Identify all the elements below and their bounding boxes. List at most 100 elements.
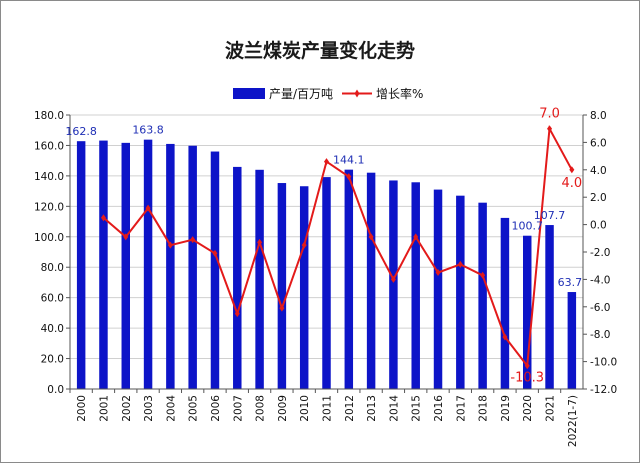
bar <box>166 143 175 389</box>
x-tick-label: 2019 <box>500 395 512 422</box>
bar <box>523 235 532 389</box>
x-tick-label: 2016 <box>433 395 445 422</box>
left-tick-label: 0.0 <box>47 384 64 396</box>
bar <box>567 292 577 389</box>
bar <box>255 169 264 389</box>
bar <box>478 202 487 389</box>
right-tick-label: 4.0 <box>590 165 607 177</box>
line-point <box>569 166 575 174</box>
x-tick-label: 2018 <box>478 395 490 422</box>
left-tick-label: 80.0 <box>41 262 64 274</box>
legend-line-marker <box>354 89 360 98</box>
bar-data-label: 63.7 <box>558 276 583 289</box>
line-data-label: -10.3 <box>510 371 544 386</box>
line-point <box>257 238 263 246</box>
bar-series <box>76 139 577 389</box>
bar <box>344 169 354 389</box>
left-tick-label: 140.0 <box>34 171 64 183</box>
right-tick-label: 2.0 <box>590 192 607 204</box>
line-point <box>234 310 240 318</box>
x-tick-label: 2009 <box>277 395 289 422</box>
bar <box>233 166 242 389</box>
right-tick-label: -8.0 <box>590 329 611 341</box>
legend-bar-swatch <box>233 88 265 99</box>
x-tick-label: 2000 <box>76 395 88 422</box>
line-point <box>212 249 218 257</box>
line-point <box>301 241 307 249</box>
left-tick-label: 160.0 <box>34 140 64 152</box>
line-point <box>100 214 106 222</box>
line-point <box>502 333 508 341</box>
left-tick-label: 20.0 <box>41 354 64 366</box>
axes: 0.0 20.0 40.0 60.0 80.0 100.0 120.0 140.0 160.0 1… <box>34 110 617 447</box>
bar <box>121 142 130 389</box>
left-tick-label: 100.0 <box>34 232 64 244</box>
line-point <box>324 158 329 166</box>
x-tick-label: 2015 <box>411 395 423 422</box>
line-data-label: 7.0 <box>539 107 560 122</box>
bar <box>99 140 108 389</box>
bar <box>188 145 197 389</box>
left-tick-label: 60.0 <box>41 293 64 305</box>
x-tick-label: 2014 <box>388 395 400 422</box>
line-point <box>190 236 196 244</box>
left-tick-label: 180.0 <box>34 110 64 122</box>
x-tick-label: 2011 <box>322 395 334 422</box>
x-tick-label: 2022(1-7) <box>567 395 579 447</box>
line-point <box>390 275 396 283</box>
line-point <box>480 271 486 279</box>
bar <box>322 177 331 389</box>
bar <box>277 183 287 389</box>
x-tick-label: 2008 <box>255 395 267 422</box>
right-tick-label: -12.0 <box>590 384 617 396</box>
line-point <box>435 269 441 277</box>
bar-data-label: 100.7 <box>511 220 543 233</box>
right-tick-label: 8.0 <box>590 110 607 122</box>
bar <box>210 151 220 389</box>
x-tick-label: 2007 <box>232 395 244 422</box>
line-point <box>524 362 530 370</box>
line-point <box>457 260 463 268</box>
line-series <box>100 125 575 370</box>
line-point <box>123 233 129 241</box>
left-tick-label: 120.0 <box>34 201 64 213</box>
x-tick-label: 2021 <box>545 395 557 422</box>
line-point <box>145 204 151 212</box>
right-tick-label: 6.0 <box>590 137 607 149</box>
chart-title: 波兰煤炭产量变化走势 <box>225 39 415 62</box>
line-point <box>167 241 173 249</box>
x-tick-label: 2006 <box>210 395 222 422</box>
bar <box>500 217 510 389</box>
legend-bar-label: 产量/百万吨 <box>269 87 333 101</box>
x-tick-label: 2005 <box>188 395 200 422</box>
bar <box>366 172 376 389</box>
x-tick-label: 2004 <box>165 395 177 422</box>
x-tick-label: 2010 <box>299 395 311 422</box>
bar <box>76 141 86 389</box>
x-tick-label: 2013 <box>366 395 378 422</box>
right-tick-label: -2.0 <box>590 247 611 259</box>
x-tick-label: 2020 <box>522 395 534 422</box>
bar <box>545 225 554 389</box>
line-point <box>547 125 553 133</box>
x-tick-label: 2003 <box>143 395 155 422</box>
right-tick-label: -4.0 <box>590 274 611 286</box>
bar <box>433 189 443 389</box>
x-tick-label: 2002 <box>121 395 133 422</box>
x-tick-label: 2001 <box>98 395 110 422</box>
legend: 产量/百万吨 增长率% <box>233 86 423 101</box>
bar <box>456 195 465 389</box>
bar <box>389 180 398 389</box>
right-tick-label: -6.0 <box>590 302 611 314</box>
line-point <box>279 304 285 312</box>
line-data-label: 4.0 <box>562 176 583 191</box>
left-tick-label: 40.0 <box>41 323 64 335</box>
growth-line <box>102 125 573 369</box>
bar-data-label: 163.8 <box>132 124 164 137</box>
x-tick-label: 2012 <box>344 395 356 422</box>
bar <box>411 182 420 389</box>
bar-data-label: 144.1 <box>333 154 365 167</box>
line-point <box>368 233 374 241</box>
